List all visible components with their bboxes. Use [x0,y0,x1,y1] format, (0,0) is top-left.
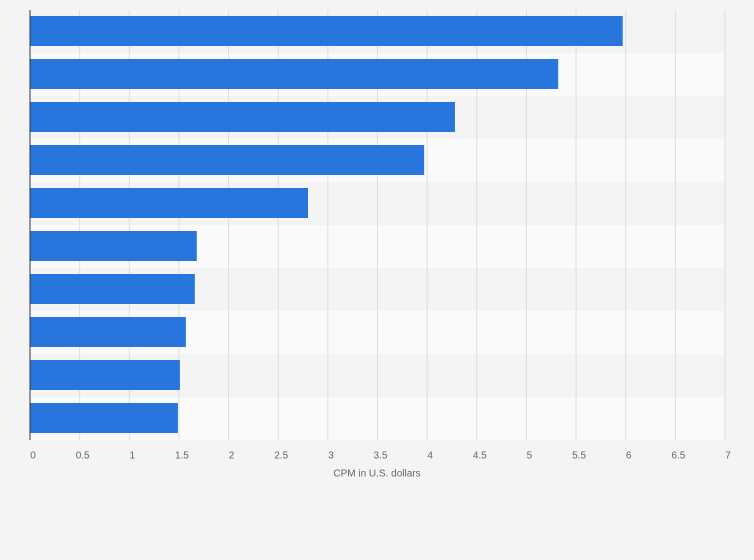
bar [30,145,425,175]
x-tick-label: 2 [229,451,235,462]
x-tick-label: 3 [328,451,334,462]
x-tick-label: 6.5 [671,451,685,462]
x-tick-label: 1 [130,451,136,462]
x-tick-label: 1.5 [175,451,189,462]
x-tick-label: 0.5 [76,451,90,462]
x-tick-label: 0 [30,451,36,462]
bar [30,188,308,218]
x-tick-label: 6 [626,451,632,462]
bar [30,16,623,46]
bar [30,317,186,347]
x-tick-label: 4 [427,451,433,462]
x-tick-label: 2.5 [274,451,288,462]
bar [30,403,178,433]
bar [30,360,180,390]
x-tick-label: 7 [725,451,731,462]
bar [30,59,559,89]
x-tick-label: 3.5 [374,451,388,462]
x-tick-label: 5 [527,451,533,462]
x-axis-title: CPM in U.S. dollars [333,469,420,480]
x-tick-label: 4.5 [473,451,487,462]
bar [30,274,195,304]
bar [30,102,455,132]
bar [30,231,197,261]
x-tick-label: 5.5 [572,451,586,462]
